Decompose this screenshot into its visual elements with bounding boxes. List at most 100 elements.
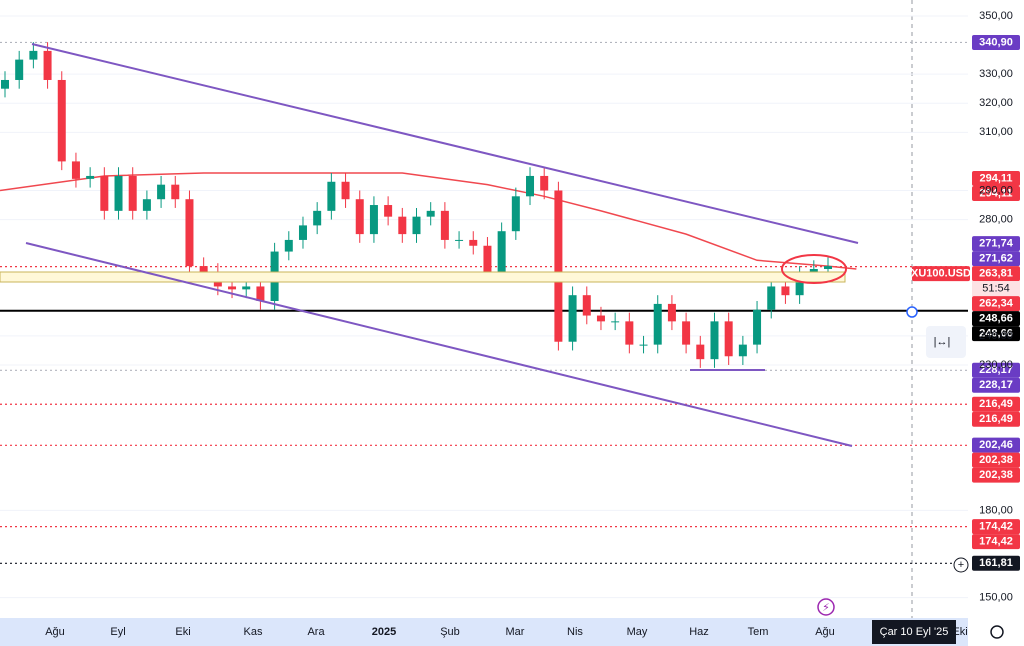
candle-body <box>128 175 137 211</box>
candle-body <box>298 225 307 240</box>
candle-body <box>611 321 620 323</box>
candle-body <box>639 344 648 346</box>
price-tag <box>972 467 1020 483</box>
x-tick-label: Eki <box>175 626 190 638</box>
candle-body <box>355 199 364 235</box>
candle-body <box>554 190 563 342</box>
y-tick-label: 280,00 <box>979 213 1013 225</box>
countdown-tag <box>972 281 1020 297</box>
candle-body <box>185 199 194 267</box>
candle-body <box>412 216 421 235</box>
measure-icon: |↔| <box>934 336 951 348</box>
symbol-tag <box>912 266 970 282</box>
candle-body <box>100 175 109 211</box>
trend-line <box>31 43 859 244</box>
candle-body <box>824 266 832 270</box>
y-tick-label: 290,00 <box>979 184 1013 196</box>
price-tag <box>972 377 1020 393</box>
y-tick-label: 350,00 <box>979 10 1013 22</box>
price-tag-label: 202,38 <box>979 454 1013 466</box>
price-tag <box>972 411 1020 427</box>
candle-body <box>469 239 478 246</box>
price-tag <box>972 396 1020 412</box>
candle-body <box>369 205 378 235</box>
alert-icon[interactable] <box>817 598 835 616</box>
candle-body <box>596 315 605 322</box>
countdown: 51:54 <box>982 283 1010 295</box>
price-tag-label: 294,11 <box>979 187 1012 199</box>
price-tag-label: 228,17 <box>979 379 1013 391</box>
candle-body <box>284 239 293 252</box>
x-tick-label: Ağu <box>45 626 65 638</box>
measure-button[interactable] <box>926 326 966 358</box>
candle-body <box>15 59 24 80</box>
support-zone <box>0 271 846 283</box>
candle-body <box>157 184 166 200</box>
price-tag-label: 271,62 <box>979 253 1013 265</box>
price-tag-label: 228,17 <box>979 364 1013 376</box>
price-tag <box>972 519 1020 535</box>
x-tick-label: Mar <box>506 626 525 638</box>
candle-body <box>114 175 123 211</box>
candle-body <box>440 210 449 240</box>
candle-body <box>398 216 407 235</box>
candle-body <box>57 79 66 162</box>
candle-body <box>526 175 535 197</box>
x-tick-label: Kas <box>244 626 263 638</box>
price-tag-label: 294,11 <box>979 172 1012 184</box>
price-tag-label: 263,81 <box>979 268 1013 280</box>
candle-body <box>483 245 492 272</box>
candle-body <box>426 210 435 217</box>
candle-body <box>199 266 208 272</box>
candle-body <box>384 205 393 217</box>
add-button[interactable] <box>953 557 969 573</box>
y-tick-label: 320,00 <box>979 97 1013 109</box>
price-tag-label: 174,42 <box>979 536 1013 548</box>
x-tick-label: Nis <box>567 626 583 638</box>
candle-body <box>696 344 705 360</box>
price-tag-label: 248,66 <box>979 328 1013 340</box>
price-tag-label: 271,74 <box>979 238 1014 250</box>
x-tick-label: Ara <box>307 626 325 638</box>
candle-body <box>86 175 95 179</box>
price-tag <box>972 437 1020 453</box>
candle-body <box>256 286 265 302</box>
x-tick-label: May <box>627 626 648 638</box>
x-tick-label: 2025 <box>372 626 396 638</box>
price-tag <box>972 34 1020 50</box>
trend-line <box>25 242 853 447</box>
candle-body <box>29 50 38 60</box>
x-tick-label: Tem <box>748 626 769 638</box>
price-tag-label: 202,38 <box>979 469 1013 481</box>
candle-body <box>313 210 322 226</box>
price-tag-label: 174,42 <box>979 521 1013 533</box>
candle-body <box>667 303 676 322</box>
y-tick-label: 150,00 <box>979 592 1013 604</box>
y-tick-label: 240,00 <box>979 330 1013 342</box>
price-tag <box>972 555 1020 571</box>
price-tag-label: 161,81 <box>979 557 1013 569</box>
anchor[interactable] <box>906 306 918 318</box>
candle-body <box>327 181 336 211</box>
candle-body <box>767 286 776 310</box>
price-tag <box>972 171 1020 187</box>
candle-body <box>171 184 180 200</box>
y-tick-label: 330,00 <box>979 68 1013 80</box>
y-tick-label: 310,00 <box>979 126 1013 138</box>
candle-body <box>497 231 506 272</box>
candle-body <box>653 303 662 345</box>
candle-body <box>511 196 520 232</box>
price-tag-label: 216,49 <box>979 413 1013 425</box>
add-icon: + <box>958 559 964 571</box>
price-tag <box>972 186 1020 202</box>
candle-body <box>228 286 237 290</box>
symbol-label: XU100.USD <box>911 268 971 280</box>
x-tick-label: Eki <box>952 626 967 638</box>
candle-body <box>753 309 762 345</box>
x-tick-label: Ağu <box>815 626 835 638</box>
candle-body <box>710 321 719 360</box>
settings-icon[interactable] <box>990 625 1004 639</box>
candle-body <box>43 50 52 80</box>
highlight <box>781 254 847 284</box>
